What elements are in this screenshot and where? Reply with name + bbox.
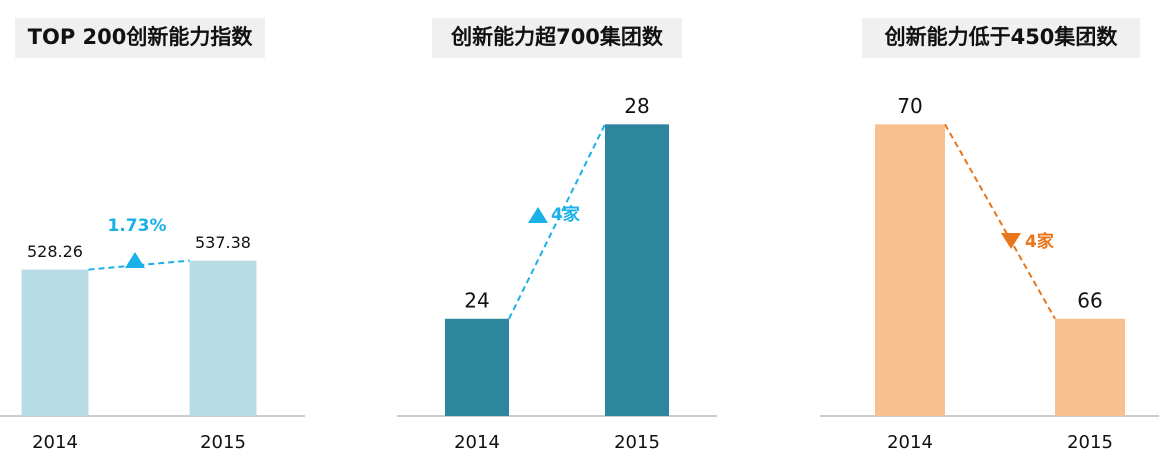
x-tick-label: 2015	[614, 432, 660, 453]
title-box	[432, 18, 682, 58]
annotation: 4家	[1025, 231, 1054, 252]
bar	[875, 124, 945, 417]
value-label: 24	[464, 288, 489, 312]
chart-title: 创新能力低于450集团数	[884, 25, 1119, 49]
bar	[1055, 318, 1125, 416]
x-tick-label: 2014	[454, 432, 500, 453]
x-tick-label: 2014	[887, 432, 933, 453]
x-tick-label: 2014	[32, 432, 78, 453]
bar	[21, 269, 89, 416]
chart-title: TOP 200创新能力指数	[28, 25, 254, 49]
value-label: 537.38	[195, 233, 251, 252]
trend-arrow	[528, 207, 548, 223]
trend-arrow	[125, 252, 145, 268]
x-tick-label: 2015	[1067, 432, 1113, 453]
trend-arrow	[1001, 233, 1021, 249]
value-label: 28	[624, 94, 649, 118]
value-label: 70	[897, 94, 922, 118]
chart-title: 创新能力超700集团数	[450, 25, 664, 49]
trend-line	[944, 123, 1056, 320]
bar	[445, 318, 509, 416]
bar	[605, 124, 669, 417]
title-box	[15, 18, 265, 58]
trend-line	[508, 123, 606, 320]
bar	[189, 260, 257, 416]
title-box	[862, 18, 1140, 58]
value-label: 528.26	[27, 242, 83, 261]
value-label: 66	[1077, 288, 1102, 312]
annotation: 4家	[551, 204, 580, 225]
annotation: 1.73%	[108, 216, 167, 236]
x-tick-label: 2015	[200, 432, 246, 453]
